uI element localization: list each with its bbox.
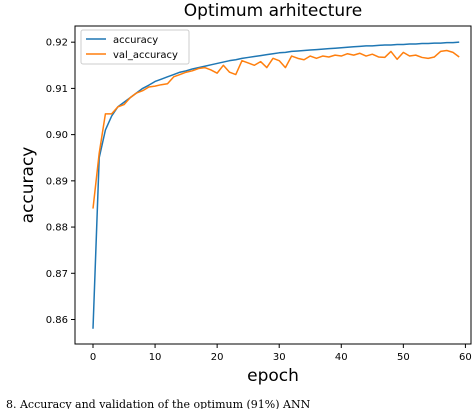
series-lines <box>92 41 460 329</box>
x-tick-label: 10 <box>149 352 162 363</box>
y-tick-label: 0.90 <box>46 130 68 141</box>
series-line-accuracy <box>92 41 460 329</box>
y-tick-label: 0.86 <box>46 315 68 326</box>
figure-background <box>0 0 474 400</box>
chart-svg: Optimum arhitecture 0 10 20 30 40 50 60 0.860.… <box>0 0 474 400</box>
x-tick-label: 40 <box>335 352 348 363</box>
series-line-val-accuracy <box>92 49 460 209</box>
x-tick-label: 30 <box>273 352 286 363</box>
legend-label-accuracy: accuracy <box>113 35 158 46</box>
chart-title: Optimum arhitecture <box>184 1 362 21</box>
y-tick-label: 0.92 <box>46 38 68 49</box>
y-axis-label: accuracy <box>18 147 38 224</box>
y-tick-label: 0.91 <box>46 84 68 95</box>
legend: accuracy val_accuracy <box>80 29 190 65</box>
x-axis-label: epoch <box>247 366 299 386</box>
x-tick-label: 50 <box>397 352 410 363</box>
y-tick-label: 0.88 <box>46 223 68 234</box>
legend-box <box>80 29 190 65</box>
x-axis-ticks: 0 10 20 30 40 50 60 <box>90 344 472 363</box>
x-tick-label: 0 <box>90 352 96 363</box>
figure-caption-text: 8. Accuracy and validation of the optimu… <box>6 398 311 409</box>
y-axis-ticks: 0.86 0.87 0.88 0.89 0.90 0.91 0.92 <box>46 38 75 326</box>
x-tick-label: 60 <box>459 352 472 363</box>
x-tick-label: 20 <box>211 352 224 363</box>
y-tick-label: 0.87 <box>46 269 68 280</box>
legend-label-val-accuracy: val_accuracy <box>113 50 178 61</box>
figure-caption: 8. Accuracy and validation of the optimu… <box>0 398 474 409</box>
y-tick-label: 0.89 <box>46 176 68 187</box>
plot-frame <box>74 25 472 345</box>
